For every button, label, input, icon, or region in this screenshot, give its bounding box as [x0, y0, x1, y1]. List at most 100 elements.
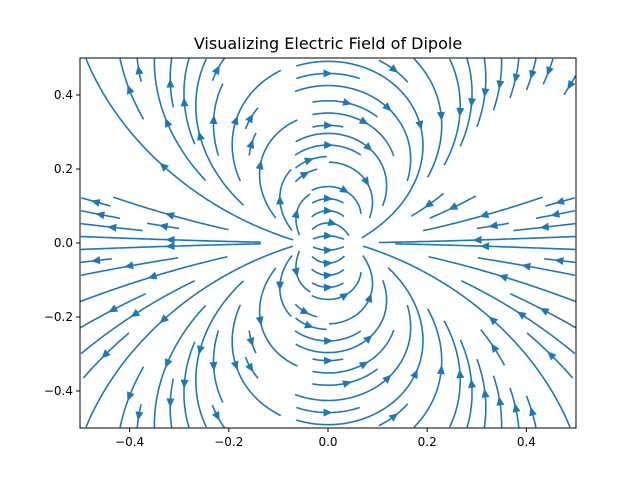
stream-arrow [91, 256, 101, 265]
stream-arrow [488, 316, 499, 326]
streamline [428, 255, 576, 303]
stream-arrow [323, 408, 333, 417]
stream-arrow [382, 102, 392, 112]
streamline [443, 320, 461, 428]
stream-arrow [361, 176, 370, 187]
stream-arrow [147, 271, 158, 280]
streamline [294, 304, 412, 402]
stream-arrow [480, 242, 490, 251]
stream-arrow [496, 396, 505, 406]
stream-arrow [209, 361, 218, 372]
stream-arrow [388, 413, 399, 422]
stream-arrow [323, 69, 333, 78]
stream-arrow [388, 64, 399, 73]
stream-arrow [159, 314, 169, 324]
stream-arrow [165, 212, 175, 220]
stream-arrow [180, 97, 189, 107]
streamline [231, 69, 282, 182]
x-tick-label: 0.4 [517, 435, 536, 449]
stream-arrow [481, 88, 490, 98]
stream-arrow [323, 259, 333, 268]
stream-arrow [529, 406, 537, 417]
streamline [153, 304, 207, 428]
stream-arrow [479, 210, 490, 219]
streamline [195, 280, 245, 428]
stream-arrow [230, 115, 239, 126]
streamline [195, 58, 245, 206]
stream-arrow [230, 360, 239, 371]
stream-arrow [496, 80, 505, 90]
stream-arrow [339, 292, 349, 301]
stream-arrow [456, 107, 465, 117]
stream-arrow [108, 304, 119, 313]
stream-arrow [358, 361, 369, 370]
stream-arrow [364, 293, 373, 303]
stream-arrow [135, 65, 144, 75]
streamline [231, 304, 282, 417]
y-tick-label: −0.2 [44, 310, 73, 324]
streamline [294, 84, 412, 182]
stream-arrow [324, 337, 334, 345]
stream-arrow [324, 141, 334, 149]
stream-arrow [324, 356, 334, 365]
stream-arrow [539, 222, 550, 231]
stream-arrow [255, 316, 264, 326]
stream-arrow [197, 131, 205, 141]
streamline [328, 161, 374, 219]
stream-arrow [512, 73, 521, 83]
streamline [85, 58, 294, 241]
stream-arrow [127, 84, 135, 95]
stream-arrow [468, 98, 476, 108]
stream-arrow [124, 261, 134, 270]
stream-arrow [246, 337, 255, 347]
stream-arrow [472, 235, 482, 244]
stream-arrow [491, 343, 500, 353]
stream-arrow [488, 221, 498, 230]
stream-arrow [255, 160, 264, 170]
streamline [312, 329, 395, 374]
stream-arrow [516, 311, 527, 320]
x-tick-label: −0.2 [214, 435, 243, 449]
stream-arrow [323, 271, 333, 280]
streamline [443, 58, 461, 166]
y-tick-label: 0.4 [54, 88, 73, 102]
stream-arrow [382, 374, 392, 384]
stream-arrow [291, 267, 300, 278]
stream-arrow [323, 246, 333, 255]
stream-arrow [342, 98, 352, 106]
streamline [119, 58, 145, 120]
streamline [80, 255, 228, 303]
stream-arrow [180, 379, 189, 389]
stream-arrow [342, 380, 352, 388]
stream-arrow [165, 235, 175, 244]
stream-arrow [166, 398, 175, 408]
y-tick-label: −0.4 [44, 384, 73, 398]
stream-arrow [276, 195, 284, 205]
streamline [153, 58, 207, 182]
stream-arrow [166, 78, 175, 88]
stream-arrow [299, 306, 310, 315]
y-tick-label: 0.0 [54, 236, 73, 250]
stream-arrow [481, 388, 490, 398]
stream-arrow [323, 194, 333, 203]
stream-arrow [567, 79, 576, 90]
stream-arrow [95, 211, 105, 220]
stream-arrow [424, 199, 434, 208]
stream-arrow [339, 185, 349, 194]
stream-arrow [512, 403, 521, 413]
stream-arrow [448, 202, 459, 210]
stream-arrows [90, 64, 576, 422]
stream-arrow [555, 197, 565, 205]
stream-arrow [323, 206, 333, 215]
stream-arrow [410, 369, 418, 379]
stream-arrow [211, 65, 220, 76]
stream-arrow [159, 162, 169, 172]
stream-arrow [539, 308, 550, 316]
streamline [85, 245, 294, 428]
stream-arrow [547, 351, 557, 361]
stream-arrow [101, 349, 111, 359]
stream-arrow [456, 369, 465, 379]
stream-arrow [245, 362, 254, 373]
stream-arrow [363, 334, 373, 344]
